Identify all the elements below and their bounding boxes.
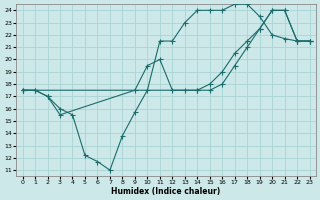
X-axis label: Humidex (Indice chaleur): Humidex (Indice chaleur) [111, 187, 221, 196]
